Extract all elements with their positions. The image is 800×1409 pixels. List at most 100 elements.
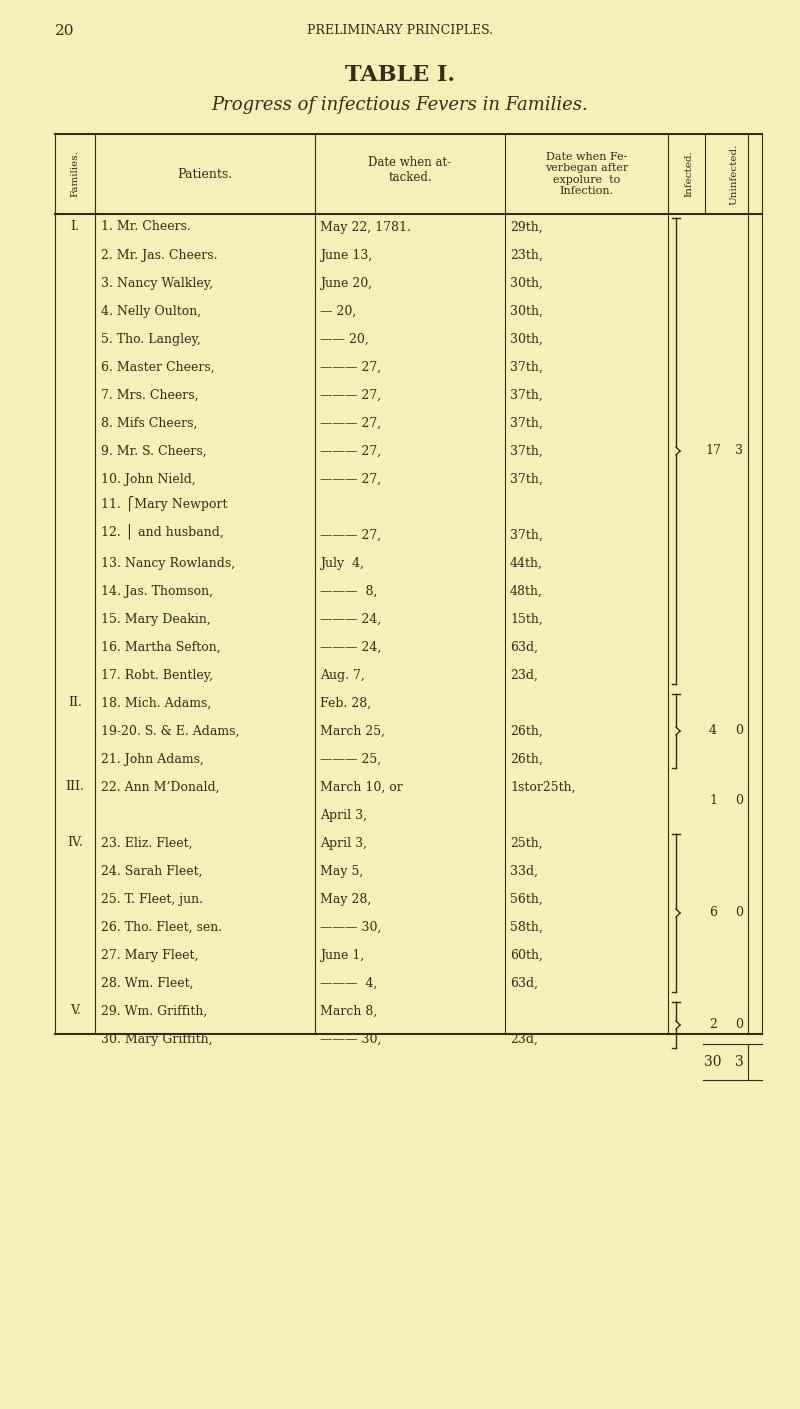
Text: 30. Mary Griffith,: 30. Mary Griffith,	[101, 1033, 213, 1045]
Text: 1. Mr. Cheers.: 1. Mr. Cheers.	[101, 220, 191, 234]
Text: ——— 27,: ——— 27,	[320, 528, 381, 541]
Text: June 13,: June 13,	[320, 248, 372, 262]
Text: 22. Ann M’Donald,: 22. Ann M’Donald,	[101, 781, 219, 793]
Text: 37th,: 37th,	[510, 389, 542, 402]
Text: 11. ⎧Mary Newport: 11. ⎧Mary Newport	[101, 496, 227, 510]
Text: V.: V.	[70, 1005, 80, 1017]
Text: ———  8,: ——— 8,	[320, 585, 378, 597]
Text: 23d,: 23d,	[510, 668, 538, 682]
Text: 10. John Nield,: 10. John Nield,	[101, 472, 196, 486]
Text: Feb. 28,: Feb. 28,	[320, 696, 371, 710]
Text: 63d,: 63d,	[510, 641, 538, 654]
Text: June 20,: June 20,	[320, 276, 372, 289]
Text: 8. Mifs Cheers,: 8. Mifs Cheers,	[101, 417, 198, 430]
Text: 30th,: 30th,	[510, 333, 543, 345]
Text: 3. Nancy Walkley,: 3. Nancy Walkley,	[101, 276, 213, 289]
Text: 58th,: 58th,	[510, 920, 542, 934]
Text: 23d,: 23d,	[510, 1033, 538, 1045]
Text: 28. Wm. Fleet,: 28. Wm. Fleet,	[101, 976, 194, 989]
Text: 21. John Adams,: 21. John Adams,	[101, 752, 204, 765]
Text: ——— 27,: ——— 27,	[320, 444, 381, 458]
Text: 26th,: 26th,	[510, 752, 542, 765]
Text: 56th,: 56th,	[510, 892, 542, 906]
Text: III.: III.	[66, 781, 85, 793]
Text: 0: 0	[735, 906, 743, 920]
Text: 29th,: 29th,	[510, 220, 542, 234]
Text: 30: 30	[704, 1055, 722, 1069]
Text: 27. Mary Fleet,: 27. Mary Fleet,	[101, 948, 198, 961]
Text: 60th,: 60th,	[510, 948, 543, 961]
Text: 17. Robt. Bentley,: 17. Robt. Bentley,	[101, 668, 213, 682]
Text: Patients.: Patients.	[178, 168, 233, 180]
Text: 37th,: 37th,	[510, 472, 542, 486]
Text: ——— 27,: ——— 27,	[320, 389, 381, 402]
Text: 18. Mich. Adams,: 18. Mich. Adams,	[101, 696, 211, 710]
Text: ——— 27,: ——— 27,	[320, 472, 381, 486]
Text: 23th,: 23th,	[510, 248, 542, 262]
Text: II.: II.	[68, 696, 82, 710]
Text: 0: 0	[735, 1019, 743, 1031]
Text: 23. Eliz. Fleet,: 23. Eliz. Fleet,	[101, 837, 193, 850]
Text: 37th,: 37th,	[510, 528, 542, 541]
Text: Uninfected.: Uninfected.	[729, 144, 738, 204]
Text: 30th,: 30th,	[510, 276, 543, 289]
Text: ——— 30,: ——— 30,	[320, 920, 382, 934]
Text: Progress of infectious Fevers in Families.: Progress of infectious Fevers in Familie…	[212, 96, 588, 114]
Text: March 25,: March 25,	[320, 724, 385, 737]
Text: 4. Nelly Oulton,: 4. Nelly Oulton,	[101, 304, 201, 317]
Text: Date when Fe-
verbegan after
expolure  to
Infection.: Date when Fe- verbegan after expolure to…	[545, 152, 628, 196]
Text: I.: I.	[70, 220, 79, 234]
Text: 25th,: 25th,	[510, 837, 542, 850]
Text: IV.: IV.	[67, 837, 83, 850]
Text: Date when at-
tacked.: Date when at- tacked.	[369, 156, 451, 185]
Text: May 22, 1781.: May 22, 1781.	[320, 220, 411, 234]
Text: 4: 4	[709, 724, 717, 737]
Text: Aug. 7,: Aug. 7,	[320, 668, 365, 682]
Text: 1stor25th,: 1stor25th,	[510, 781, 575, 793]
Text: 3: 3	[735, 1055, 744, 1069]
Text: 30th,: 30th,	[510, 304, 543, 317]
Text: 14. Jas. Thomson,: 14. Jas. Thomson,	[101, 585, 213, 597]
Text: 37th,: 37th,	[510, 444, 542, 458]
Text: 3: 3	[735, 444, 743, 458]
Text: 2: 2	[709, 1019, 717, 1031]
Text: PRELIMINARY PRINCIPLES.: PRELIMINARY PRINCIPLES.	[307, 24, 493, 37]
Text: 17: 17	[705, 444, 721, 458]
Text: 13. Nancy Rowlands,: 13. Nancy Rowlands,	[101, 557, 235, 569]
Text: 0: 0	[735, 724, 743, 737]
Text: 5. Tho. Langley,: 5. Tho. Langley,	[101, 333, 201, 345]
Text: March 10, or: March 10, or	[320, 781, 402, 793]
Text: 6: 6	[709, 906, 717, 920]
Text: —— 20,: —— 20,	[320, 333, 369, 345]
Text: 12. ⎪ and husband,: 12. ⎪ and husband,	[101, 523, 224, 538]
Text: May 28,: May 28,	[320, 892, 371, 906]
Text: 25. T. Fleet, jun.: 25. T. Fleet, jun.	[101, 892, 203, 906]
Text: 15. Mary Deakin,: 15. Mary Deakin,	[101, 613, 210, 626]
Text: 26. Tho. Fleet, sen.: 26. Tho. Fleet, sen.	[101, 920, 222, 934]
Text: 37th,: 37th,	[510, 417, 542, 430]
Text: ——— 27,: ——— 27,	[320, 361, 381, 373]
Text: 2. Mr. Jas. Cheers.: 2. Mr. Jas. Cheers.	[101, 248, 218, 262]
Text: ———  4,: ——— 4,	[320, 976, 378, 989]
Text: — 20,: — 20,	[320, 304, 356, 317]
Text: TABLE I.: TABLE I.	[345, 63, 455, 86]
Text: July  4,: July 4,	[320, 557, 364, 569]
Text: Families.: Families.	[70, 151, 79, 197]
Text: 24. Sarah Fleet,: 24. Sarah Fleet,	[101, 865, 202, 878]
Text: 9. Mr. S. Cheers,: 9. Mr. S. Cheers,	[101, 444, 206, 458]
Text: 16. Martha Sefton,: 16. Martha Sefton,	[101, 641, 221, 654]
Text: Infected.: Infected.	[684, 151, 693, 197]
Text: 37th,: 37th,	[510, 361, 542, 373]
Text: 6. Master Cheers,: 6. Master Cheers,	[101, 361, 214, 373]
Text: 15th,: 15th,	[510, 613, 542, 626]
Text: 29. Wm. Griffith,: 29. Wm. Griffith,	[101, 1005, 207, 1017]
Text: 48th,: 48th,	[510, 585, 543, 597]
Text: April 3,: April 3,	[320, 809, 367, 821]
Text: June 1,: June 1,	[320, 948, 364, 961]
Text: ——— 25,: ——— 25,	[320, 752, 381, 765]
Text: May 5,: May 5,	[320, 865, 363, 878]
Text: ——— 24,: ——— 24,	[320, 613, 382, 626]
Text: 7. Mrs. Cheers,: 7. Mrs. Cheers,	[101, 389, 198, 402]
Text: 33d,: 33d,	[510, 865, 538, 878]
Text: 19-20. S. & E. Adams,: 19-20. S. & E. Adams,	[101, 724, 239, 737]
